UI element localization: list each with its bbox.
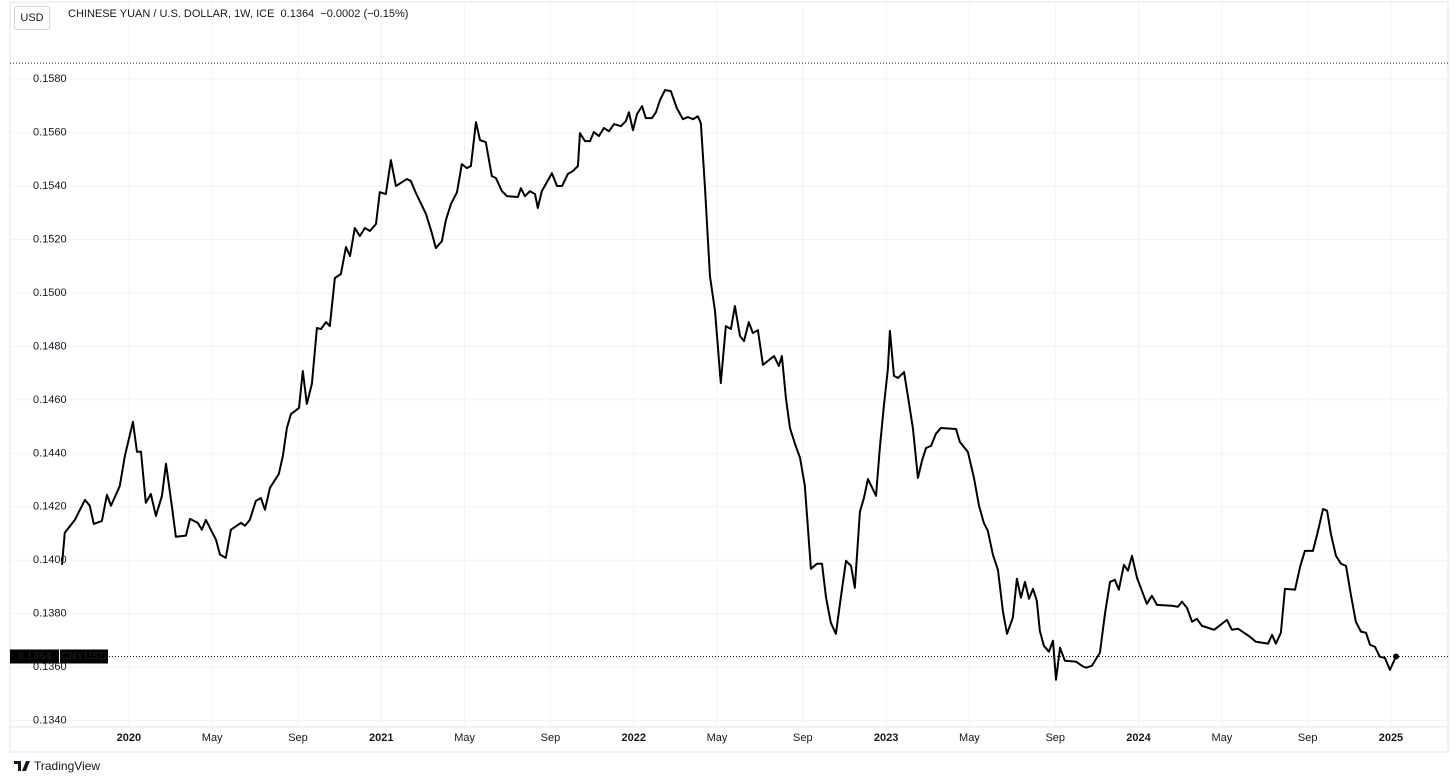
y-tick-label: 0.1480 bbox=[33, 340, 67, 352]
price-badge bbox=[10, 649, 59, 664]
x-tick-label: May bbox=[202, 732, 223, 744]
footer: TradingView bbox=[14, 759, 100, 773]
y-tick-label: 0.1440 bbox=[33, 447, 67, 459]
x-tick-label: May bbox=[707, 732, 728, 744]
y-tick-label: 0.1560 bbox=[33, 126, 67, 138]
y-tick-label: 0.1540 bbox=[33, 180, 67, 192]
y-tick-label: 0.1500 bbox=[33, 287, 67, 299]
y-tick-label: 0.1580 bbox=[33, 73, 67, 85]
x-tick-label: Sep bbox=[1045, 732, 1065, 744]
symbol-badge-label: CNYUSD bbox=[61, 650, 108, 662]
title: CHINESE YUAN / U.S. DOLLAR, 1W, ICE bbox=[68, 8, 275, 20]
x-tick-label: Sep bbox=[288, 732, 308, 744]
x-tick-label: Sep bbox=[793, 732, 813, 744]
header: CHINESE YUAN / U.S. DOLLAR, 1W, ICE 0.13… bbox=[68, 8, 408, 20]
logo bbox=[14, 761, 30, 771]
change-pct: (−0.15%) bbox=[363, 8, 409, 20]
brand: TradingView bbox=[34, 759, 101, 773]
y-tick-label: 0.1400 bbox=[33, 554, 67, 566]
price-badge-label: 0.1364 bbox=[18, 650, 53, 662]
x-tick-label: 2024 bbox=[1126, 732, 1151, 744]
y-tick-label: 0.1340 bbox=[33, 715, 67, 727]
x-tick-label: May bbox=[454, 732, 475, 744]
x-tick-label: 2023 bbox=[874, 732, 898, 744]
x-tick-label: 2021 bbox=[369, 732, 393, 744]
x-tick-label: May bbox=[1211, 732, 1232, 744]
y-tick-label: 0.1380 bbox=[33, 608, 67, 620]
x-tick-label: 2025 bbox=[1379, 732, 1403, 744]
x-tick-label: May bbox=[959, 732, 980, 744]
x-tick-label: Sep bbox=[541, 732, 561, 744]
price-line bbox=[61, 89, 1397, 681]
x-tick-label: 2022 bbox=[621, 732, 645, 744]
last-point bbox=[1393, 653, 1400, 660]
y-tick-label: 0.1520 bbox=[33, 233, 67, 245]
y-tick-label: 0.1460 bbox=[33, 394, 67, 406]
frame bbox=[9, 1, 1449, 753]
x-tick-label: Sep bbox=[1298, 732, 1318, 744]
symbol-badge bbox=[60, 649, 108, 664]
y-tick-label: 0.1420 bbox=[33, 501, 67, 513]
y-tick-label: 0.1360 bbox=[33, 661, 67, 673]
header-price: 0.1364 bbox=[280, 8, 315, 20]
change: −0.0002 bbox=[320, 8, 361, 20]
currency[interactable]: USD bbox=[14, 6, 50, 30]
x-tick-label: 2020 bbox=[117, 732, 141, 744]
grid bbox=[10, 2, 1448, 727]
